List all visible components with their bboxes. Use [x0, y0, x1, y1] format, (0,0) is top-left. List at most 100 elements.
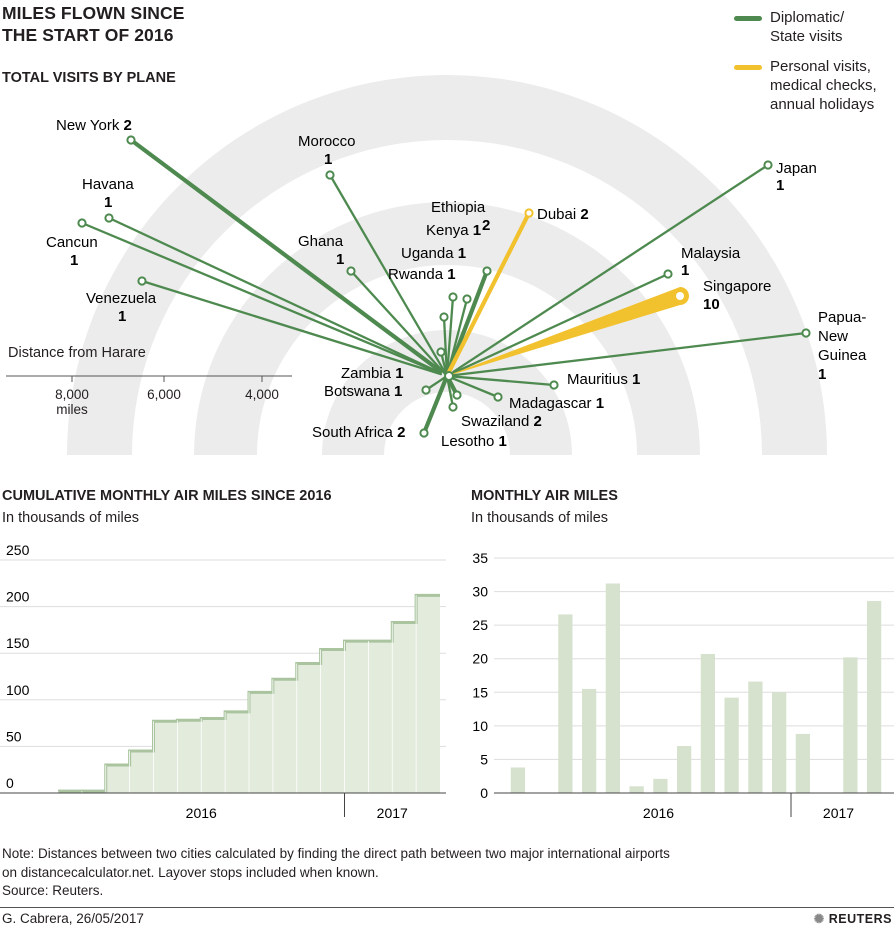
- label-singapore: Singapore: [703, 278, 771, 295]
- spoke-singapore: [441, 287, 689, 378]
- spoke-dubai: [446, 210, 532, 375]
- label-malaysia: Malaysia: [681, 245, 741, 262]
- title-line-2: THE START OF 2016: [2, 25, 174, 45]
- endpoint-morocco: [325, 170, 335, 180]
- credit: G. Cabrera, 26/05/2017: [2, 911, 144, 926]
- spoke-morocco: [328, 173, 446, 374]
- cum-ytick-label: 250: [6, 542, 30, 558]
- label-papua-new-guinea: Papua-: [818, 309, 866, 326]
- count-rwanda: 1: [447, 266, 455, 283]
- legend-personal: Personal visits, medical checks, annual …: [734, 57, 877, 114]
- endpoint-swaziland: [452, 390, 462, 400]
- count-dubai: 2: [580, 206, 588, 223]
- endpoint-dubai: [524, 208, 534, 218]
- mon-ytick-label: 0: [480, 785, 488, 801]
- label-name-south-africa: South Africa: [312, 424, 397, 441]
- label-name-madagascar: Madagascar: [509, 395, 596, 412]
- endpoint-rwanda: [439, 312, 449, 322]
- legend-personal-swatch: [734, 65, 762, 70]
- label-name-lesotho: Lesotho: [441, 433, 499, 450]
- cum-year-2017: 2017: [377, 805, 408, 821]
- mon-ytick-label: 20: [472, 651, 488, 667]
- count-mauritius: 1: [632, 371, 640, 388]
- monthly-chart: 0 5 10 15 20 25 30 35 2016 2017: [472, 550, 894, 821]
- endpoint-venezuela: [137, 276, 147, 286]
- mon-ytick-label: 15: [472, 684, 488, 700]
- distance-axis: Distance from Harare 8,000 6,000 4,000 miles: [6, 345, 292, 417]
- count-venezuela: 1: [118, 308, 126, 325]
- destination-spokes: [77, 135, 811, 438]
- label-name-new-york: New York: [56, 117, 124, 134]
- count-kenya: 1: [473, 222, 481, 239]
- label-zambia: Zambia 1: [341, 365, 404, 382]
- count-japan: 1: [776, 177, 784, 194]
- endpoint-malaysia: [663, 269, 673, 279]
- endpoint-new-york: [126, 135, 136, 145]
- spoke-papua-new-guinea: [453, 331, 808, 377]
- reuters-logo: ✺ REUTERS: [814, 911, 892, 926]
- label-name-rwanda: Rwanda: [388, 266, 447, 283]
- monthly-title: MONTHLY AIR MILES: [471, 488, 618, 504]
- distance-rings: [67, 75, 827, 455]
- monthly-subtitle: In thousands of miles: [471, 510, 609, 526]
- label-dubai: Dubai 2: [537, 206, 589, 223]
- endpoint-south-africa: [419, 428, 429, 438]
- cum-ytick-label: 200: [6, 589, 30, 605]
- count-madagascar: 1: [596, 395, 604, 412]
- spoke-rwanda: [442, 315, 449, 376]
- label-madagascar: Madagascar 1: [509, 395, 604, 412]
- mon-bar-9: [724, 697, 739, 793]
- endpoint-uganda: [448, 292, 458, 302]
- count-botswana: 1: [394, 383, 402, 400]
- destination-labels: New York 2Morocco1Havana1Cancun1Venezuel…: [46, 117, 867, 450]
- spoke-madagascar: [446, 375, 500, 399]
- mon-ytick-label: 30: [472, 584, 488, 600]
- cum-ytick-label: 100: [6, 682, 30, 698]
- cum-year-2016: 2016: [186, 805, 217, 821]
- endpoint-lesotho: [448, 402, 458, 412]
- label-name-botswana: Botswana: [324, 383, 394, 400]
- note-line-1: Note: Distances between two cities calcu…: [2, 846, 670, 861]
- mon-bar-14: [843, 657, 858, 793]
- count-lesotho: 1: [499, 433, 507, 450]
- cum-ytick-label: 0: [6, 775, 14, 791]
- endpoint-madagascar: [493, 392, 503, 402]
- spoke-havana: [107, 216, 442, 374]
- spoke-uganda: [445, 295, 455, 376]
- count-swaziland: 2: [534, 413, 542, 430]
- count-ethiopia: 2: [482, 217, 490, 234]
- count-papua-new-guinea: 1: [818, 366, 826, 383]
- reuters-wordmark: REUTERS: [828, 912, 892, 926]
- cumulative-subtitle: In thousands of miles: [2, 510, 140, 526]
- mon-bar-6: [653, 778, 668, 793]
- outer-ring: [67, 75, 827, 455]
- distance-unit-label: miles: [56, 402, 88, 417]
- inner-ring: [322, 330, 572, 455]
- label-uganda: Uganda 1: [401, 245, 466, 262]
- mon-bar-8: [700, 654, 715, 793]
- middle-ring: [194, 202, 700, 455]
- mon-ytick-label: 25: [472, 617, 488, 633]
- legend-personal-label-2: medical checks,: [770, 77, 877, 94]
- label-name-swaziland: Swaziland: [461, 413, 534, 430]
- radial-chart: Distance from Harare 8,000 6,000 4,000 miles…: [6, 75, 867, 455]
- legend-personal-label-1: Personal visits,: [770, 58, 871, 75]
- mon-bar-3: [582, 688, 597, 793]
- legend-diplomatic-label-2: State visits: [770, 28, 843, 45]
- endpoint-ethiopia: [482, 266, 492, 276]
- mon-bar-11: [772, 692, 787, 793]
- label-name-kenya: Kenya: [426, 222, 473, 239]
- mon-year-2016: 2016: [643, 805, 674, 821]
- count-havana: 1: [104, 194, 112, 211]
- mon-bar-2: [558, 614, 573, 793]
- title-line-1: MILES FLOWN SINCE: [2, 3, 185, 23]
- endpoint-japan: [763, 160, 773, 170]
- endpoint-papua-new-guinea: [801, 328, 811, 338]
- mon-ytick-label: 10: [472, 718, 488, 734]
- legend-diplomatic-swatch: [734, 16, 762, 21]
- label-kenya: Kenya 1: [426, 222, 481, 239]
- cum-ytick-label: 150: [6, 635, 30, 651]
- label-rwanda: Rwanda 1: [388, 266, 456, 283]
- legend-diplomatic-label-1: Diplomatic/: [770, 9, 845, 26]
- distance-tick-label: 8,000: [55, 387, 89, 402]
